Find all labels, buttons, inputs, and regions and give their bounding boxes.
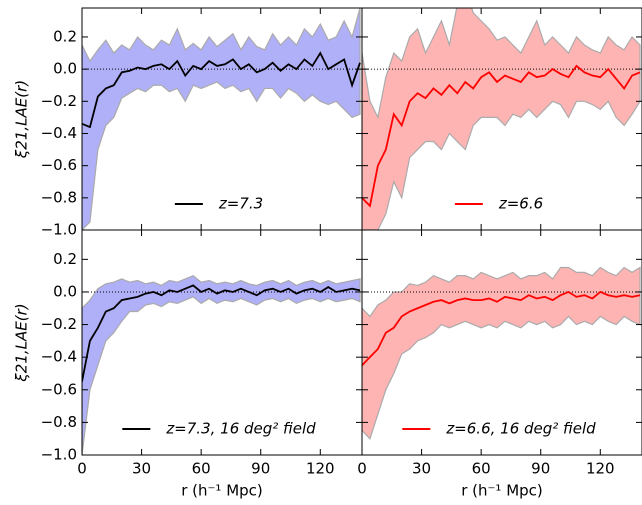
y-tick-label: 0.2 <box>53 250 77 268</box>
legend-label: z=6.6, 16 deg² field <box>445 420 596 438</box>
y-tick-label: −0.6 <box>41 380 77 398</box>
x-tick-label: 120 <box>586 460 615 478</box>
y-tick-label: −0.6 <box>41 156 77 174</box>
axes-frame <box>361 229 642 456</box>
x-tick-label: 0 <box>77 460 87 478</box>
x-axis-label: r (h⁻¹ Mpc) <box>181 482 263 500</box>
plot-area <box>82 274 362 455</box>
data-line <box>362 290 641 366</box>
data-line <box>82 284 361 382</box>
x-tick-label: 0 <box>357 460 367 478</box>
y-tick-label: −1.0 <box>41 446 77 464</box>
y-tick-label: 0.0 <box>53 60 77 78</box>
x-tick-label: 120 <box>306 460 335 478</box>
data-line <box>362 64 641 208</box>
legend-label: z=7.3, 16 deg² field <box>165 420 316 438</box>
y-tick-label: 0.2 <box>53 27 77 45</box>
band <box>82 8 361 230</box>
legend-label: z=6.6 <box>498 195 543 213</box>
y-tick-label: −0.4 <box>41 348 77 366</box>
legend-label: z=7.3 <box>218 195 263 213</box>
x-tick-label: 60 <box>472 460 491 478</box>
plot-area <box>362 266 642 440</box>
y-axis-label: ξ21,LAE(r) <box>13 303 31 382</box>
y-tick-label: −0.2 <box>41 315 77 333</box>
x-tick-label: 90 <box>531 460 550 478</box>
x-tick-label: 60 <box>192 460 211 478</box>
data-line <box>82 51 361 129</box>
y-tick-label: 0.0 <box>53 282 77 300</box>
band <box>82 274 361 455</box>
plot-area <box>82 8 362 230</box>
x-tick-label: 90 <box>251 460 270 478</box>
x-tick-label: 30 <box>412 460 431 478</box>
y-tick-label: −0.4 <box>41 124 77 142</box>
y-tick-label: −0.8 <box>41 413 77 431</box>
y-axis-label: ξ21,LAE(r) <box>13 80 31 159</box>
y-tick-label: −0.2 <box>41 92 77 110</box>
x-tick-label: 30 <box>132 460 151 478</box>
x-axis-label: r (h⁻¹ Mpc) <box>461 482 543 500</box>
y-tick-label: −0.8 <box>41 188 77 206</box>
y-tick-label: −1.0 <box>41 221 77 239</box>
